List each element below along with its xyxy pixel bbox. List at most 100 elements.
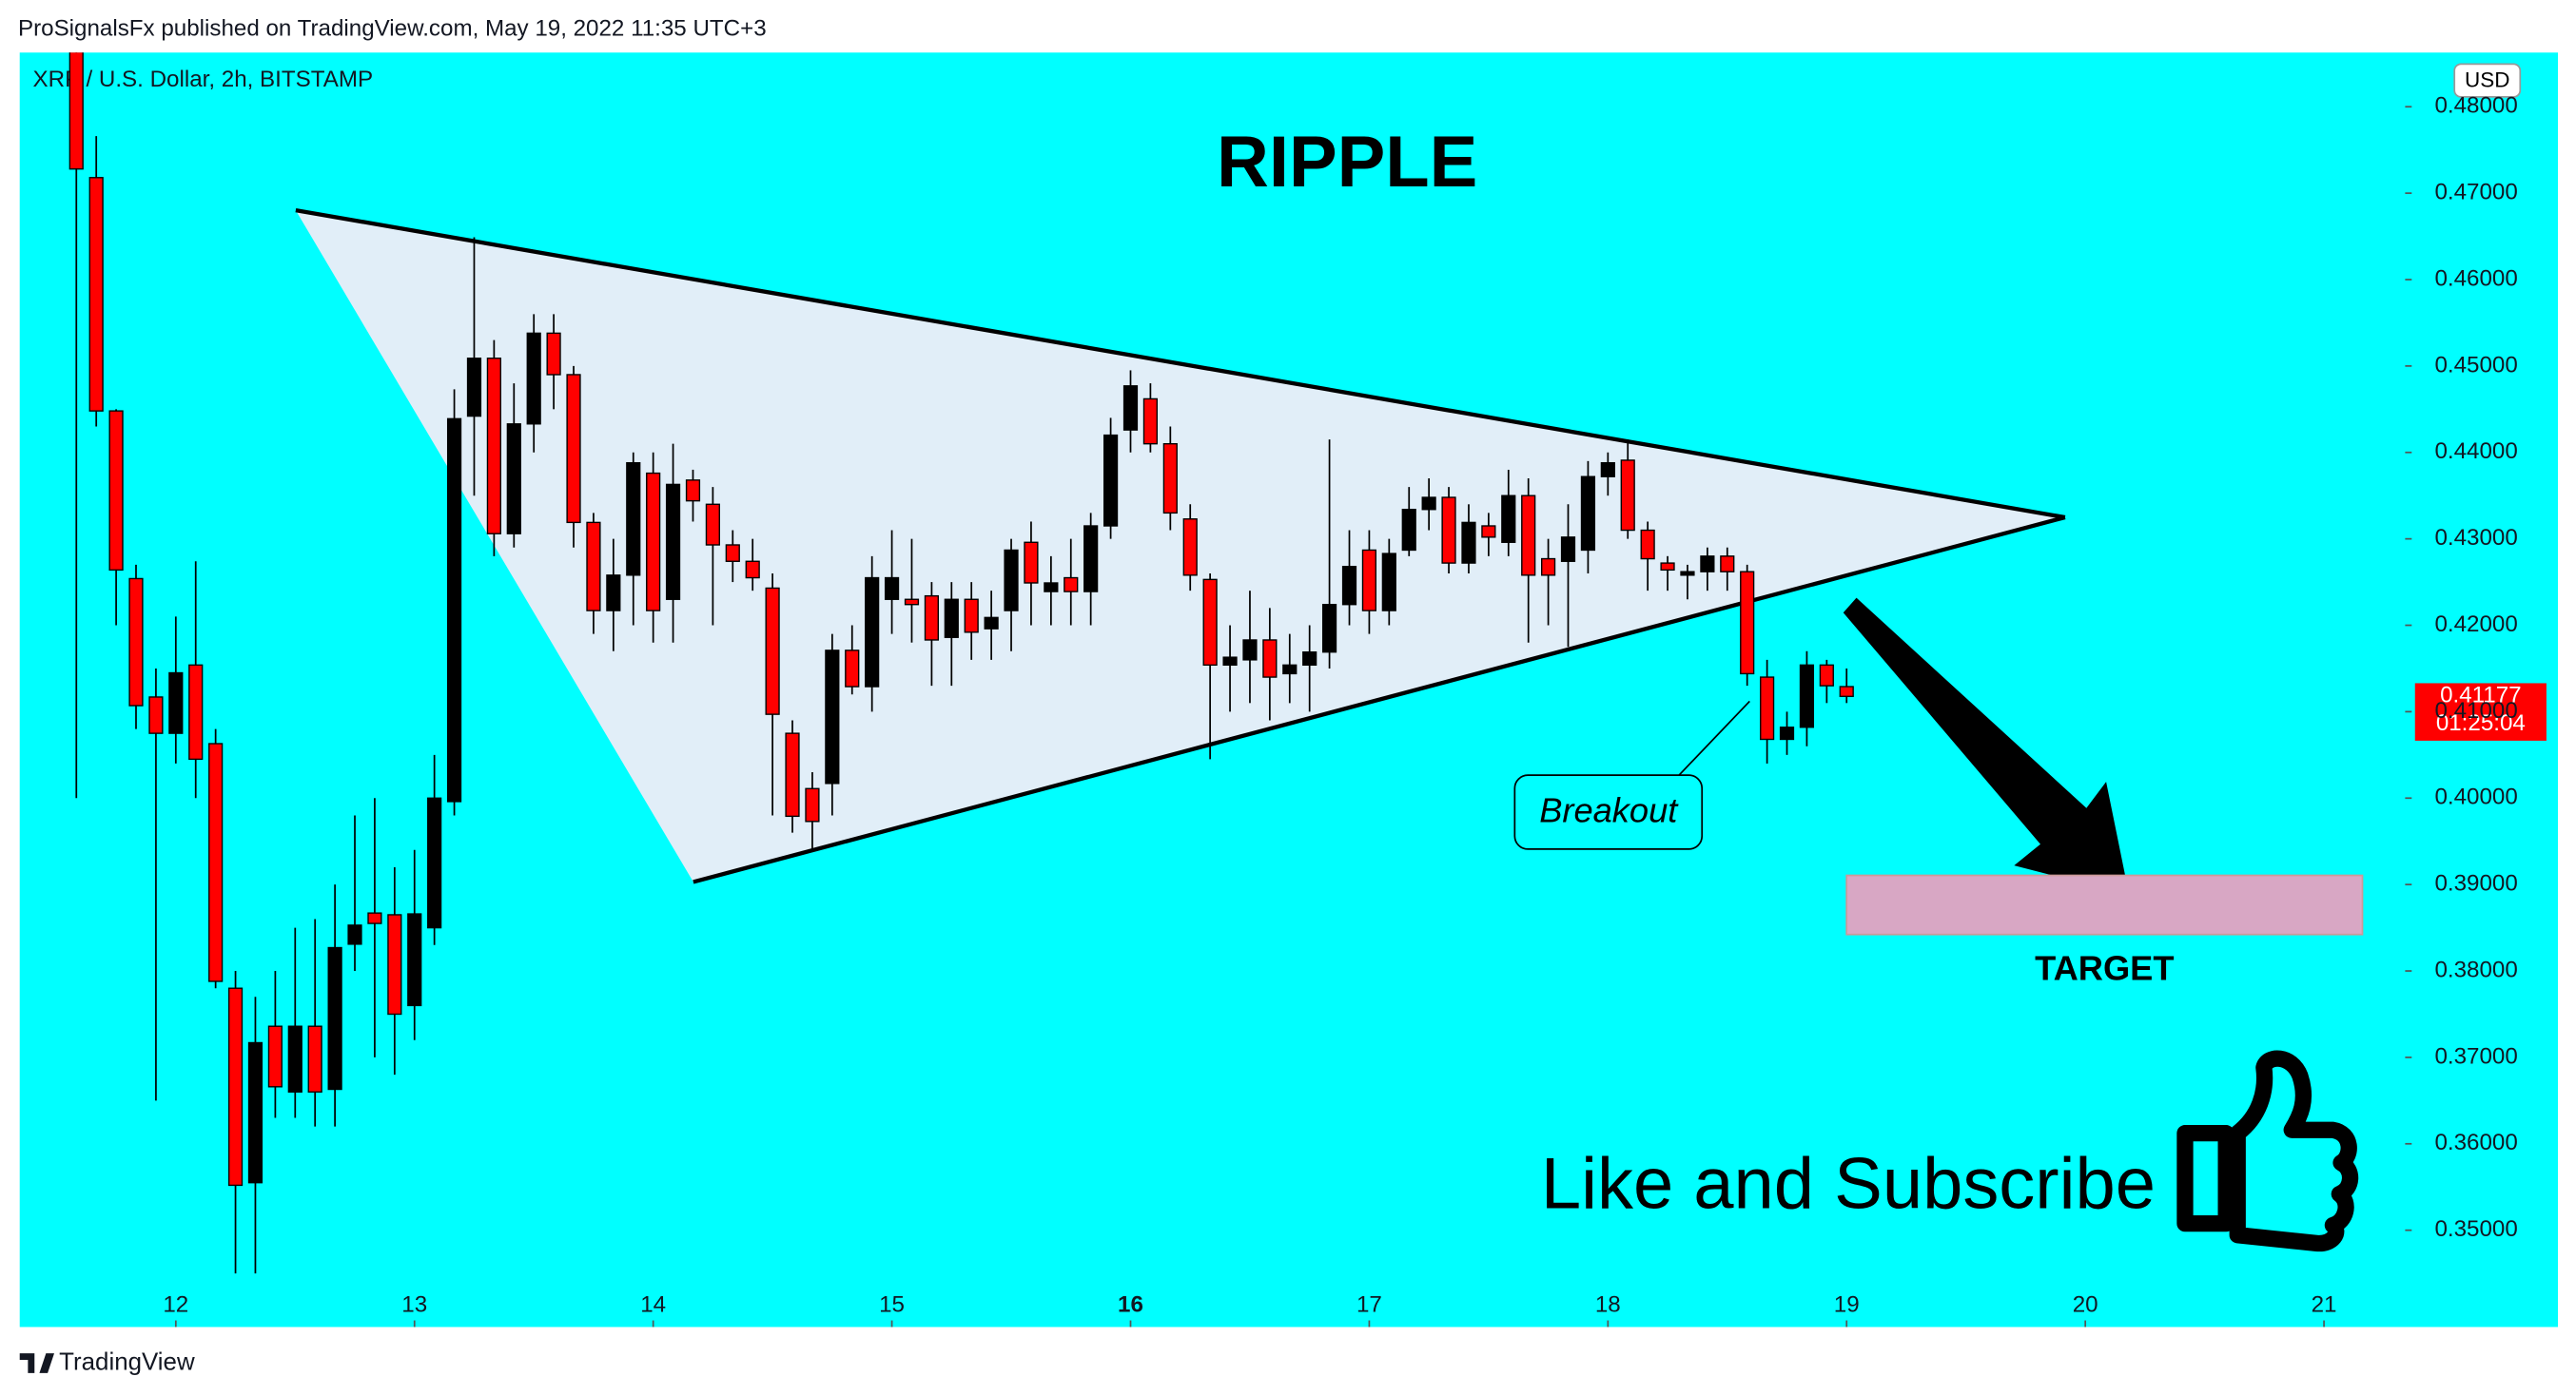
candle-body — [606, 574, 621, 611]
candle-body — [1242, 639, 1258, 661]
brand: TradingView — [59, 1348, 195, 1375]
candle-body — [964, 598, 979, 633]
candle-body — [1660, 562, 1675, 572]
x-tick-label: 12 — [163, 1291, 188, 1317]
candle-body — [825, 650, 840, 785]
candle-body — [287, 1025, 302, 1093]
candle-body — [227, 987, 244, 1187]
candle-body — [865, 576, 880, 688]
arrow — [1843, 597, 2130, 896]
y-tick-label: 0.38000 — [2434, 957, 2517, 982]
candle-body — [1600, 461, 1615, 477]
candle-body — [367, 912, 382, 924]
cta: Like and Subscribe — [1541, 1143, 2156, 1224]
candle-body — [446, 417, 462, 803]
candle-body — [1222, 656, 1238, 667]
candle-body — [1501, 494, 1516, 543]
x-tick-label: 16 — [1118, 1291, 1143, 1317]
currency-box — [2453, 63, 2522, 98]
candle-body — [1760, 676, 1775, 741]
candle-body — [1361, 549, 1377, 611]
candle-body — [1162, 442, 1178, 514]
x-tick-label: 18 — [1595, 1291, 1621, 1317]
y-tick-label: 0.48000 — [2434, 93, 2517, 119]
candle-body — [88, 177, 104, 412]
candle-body — [1839, 686, 1854, 698]
x-tick-label: 13 — [401, 1291, 427, 1317]
candle-body — [407, 913, 422, 1007]
brand-logo — [19, 1353, 54, 1373]
candles — [68, 52, 1854, 1274]
candle-body — [546, 332, 561, 376]
candle-body — [1262, 639, 1278, 678]
candle-body — [586, 521, 601, 611]
candle-body — [1799, 664, 1815, 728]
candle-body — [1142, 397, 1158, 445]
candle-body — [1481, 525, 1496, 538]
candle-body — [1461, 521, 1476, 564]
candle-body — [1182, 518, 1198, 576]
candle-body — [1740, 571, 1755, 675]
candle-body — [1620, 459, 1635, 532]
candle-body — [785, 732, 800, 818]
candle-body — [1064, 576, 1079, 592]
x-tick-label: 21 — [2312, 1291, 2337, 1317]
candle-body — [1421, 496, 1436, 511]
candle-body — [566, 374, 581, 524]
candle-body — [1819, 664, 1834, 687]
x-tick-label: 14 — [640, 1291, 666, 1317]
candle-body — [904, 598, 920, 606]
candle-body — [1401, 509, 1416, 552]
candle-body — [1560, 536, 1576, 562]
candle-body — [725, 544, 740, 562]
candle-body — [1004, 549, 1019, 611]
candle-body — [1024, 541, 1039, 584]
callout-pointer — [1678, 700, 1750, 776]
candle-body — [188, 664, 204, 761]
candle-body — [247, 1041, 263, 1184]
candle-body — [1103, 434, 1119, 527]
triangle — [295, 210, 2065, 882]
x-tick-label: 17 — [1356, 1291, 1382, 1317]
candle-body — [805, 787, 820, 823]
thumbs-up — [2176, 1050, 2359, 1252]
y-tick-label: 0.41000 — [2434, 698, 2517, 724]
candle-body — [984, 616, 999, 630]
candle-body — [924, 594, 940, 641]
candle-body — [845, 650, 860, 688]
candle-body — [387, 914, 402, 1016]
target-box — [1845, 874, 2364, 936]
x-tick-label: 15 — [879, 1291, 905, 1317]
y-tick-label: 0.35000 — [2434, 1216, 2517, 1242]
candle-body — [148, 696, 164, 734]
lower-trendline — [693, 514, 2066, 884]
candle-body — [646, 472, 661, 611]
candle-body — [1720, 555, 1735, 572]
y-tick-label: 0.47000 — [2434, 180, 2517, 205]
candle-body — [884, 576, 900, 600]
chart-title: RIPPLE — [1217, 122, 1477, 203]
candle-body — [427, 797, 442, 929]
y-tick-label: 0.39000 — [2434, 871, 2517, 897]
candle-body — [745, 560, 760, 579]
candle-body — [1779, 727, 1795, 741]
candle-body — [665, 483, 681, 600]
y-tick-label: 0.37000 — [2434, 1043, 2517, 1069]
upper-trendline — [295, 207, 2066, 520]
currency: USD — [2465, 68, 2509, 91]
candle-body — [1122, 385, 1139, 431]
candle-body — [506, 423, 521, 534]
candle-body — [307, 1025, 322, 1093]
candle-body — [168, 671, 184, 734]
candle-body — [1441, 496, 1456, 564]
candle-body — [1580, 475, 1596, 552]
candle-body — [1202, 578, 1218, 667]
candle-body — [1083, 525, 1099, 592]
candle-body — [108, 410, 124, 572]
candle-body — [1044, 582, 1059, 592]
target-label: TARGET — [2035, 948, 2174, 987]
candle-body — [1640, 529, 1655, 560]
candle-body — [1302, 651, 1317, 667]
